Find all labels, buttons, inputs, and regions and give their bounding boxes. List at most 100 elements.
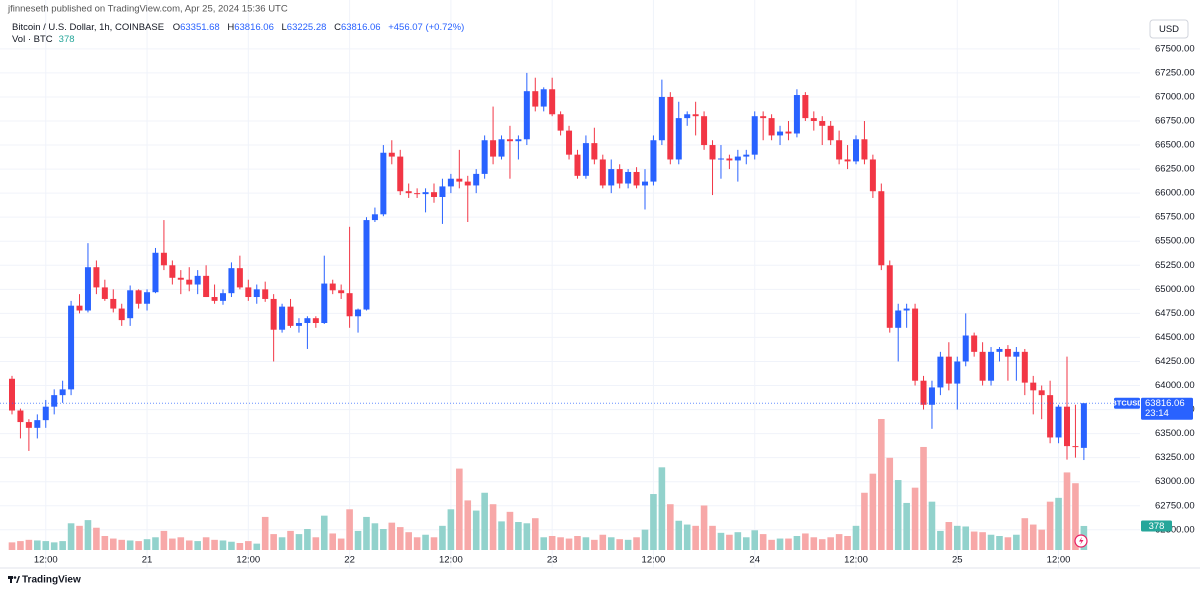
- candle-body: [785, 131, 792, 134]
- candle-body: [414, 193, 421, 195]
- volume-bar: [692, 525, 699, 550]
- volume-bar: [903, 502, 910, 550]
- volume-bar: [962, 526, 970, 550]
- volume-bar: [498, 521, 505, 550]
- volume-bar: [8, 542, 16, 550]
- candle-body: [684, 114, 691, 119]
- alert-bolt[interactable]: [1079, 537, 1084, 545]
- volume-bar: [464, 500, 472, 550]
- candle-body: [68, 305, 75, 390]
- volume-bar: [42, 541, 50, 550]
- currency-label[interactable]: USD: [1159, 24, 1179, 35]
- candle-body: [144, 292, 151, 304]
- volume-legend: Vol · BTC 378: [12, 34, 75, 45]
- volume-bar: [928, 501, 936, 550]
- candle-body: [869, 159, 876, 192]
- candle-body: [1021, 351, 1028, 383]
- y-tick-label: 67250.00: [1155, 67, 1195, 78]
- candle-body: [954, 361, 961, 384]
- footer-brand: TradingView: [22, 575, 81, 586]
- candle-body: [279, 306, 286, 330]
- volume-bar: [135, 541, 142, 550]
- candle-body: [1055, 406, 1062, 438]
- candle-body: [701, 116, 708, 146]
- volume-bar: [109, 538, 117, 550]
- candle-body: [25, 422, 32, 428]
- volume-bar: [489, 504, 497, 550]
- candle-body: [734, 156, 741, 161]
- candle-body: [211, 297, 218, 301]
- volume-bar: [84, 520, 92, 550]
- candle-body: [338, 290, 345, 294]
- volume-bar: [456, 468, 463, 550]
- volume-bar: [346, 509, 353, 550]
- candle-body: [574, 154, 581, 176]
- ohlc-legend: Bitcoin / U.S. Dollar, 1h, COINBASE O633…: [12, 22, 464, 33]
- candle-body: [557, 114, 564, 131]
- volume-bar: [380, 529, 387, 550]
- candle-body: [591, 143, 598, 160]
- x-tick-label: 25: [952, 555, 963, 566]
- candle-body: [490, 140, 497, 157]
- volume-bar: [50, 542, 58, 550]
- volume-bar: [101, 536, 109, 550]
- volume-bar: [194, 541, 201, 550]
- candle-body: [675, 118, 682, 160]
- candle-body: [549, 89, 556, 115]
- candle-body: [886, 265, 893, 328]
- volume-bar: [93, 527, 100, 550]
- y-tick-label: 67000.00: [1155, 91, 1195, 102]
- candle-body: [363, 220, 370, 310]
- candle-body: [760, 116, 767, 119]
- volume-bar: [557, 537, 564, 550]
- candle-body: [709, 145, 716, 160]
- volume-legend-label: Vol · BTC: [12, 34, 53, 45]
- candle-body: [9, 378, 15, 411]
- volume-bar: [1063, 472, 1071, 550]
- candle-body: [447, 178, 454, 187]
- volume-bar: [236, 543, 244, 550]
- price-tag: [1141, 397, 1193, 420]
- volume-bar: [126, 540, 134, 550]
- volume-bar: [810, 537, 818, 550]
- volume-bar: [911, 487, 919, 550]
- candle-body: [717, 158, 724, 160]
- volume-bar: [641, 529, 649, 550]
- candle-body: [962, 335, 969, 362]
- candle-body: [51, 395, 58, 407]
- legend-value: 63225.28: [287, 22, 327, 33]
- candle-body: [1004, 348, 1011, 357]
- candle-body: [380, 152, 387, 215]
- candle-body: [506, 139, 513, 142]
- candle-body: [819, 120, 826, 126]
- candle-body: [262, 289, 269, 299]
- candle-body: [988, 351, 995, 381]
- volume-bar: [152, 537, 159, 550]
- volume-bar: [599, 534, 607, 550]
- candle-body: [582, 143, 589, 176]
- volume-bar: [211, 539, 218, 550]
- candle-body: [861, 139, 868, 160]
- candle-body: [388, 152, 395, 157]
- y-tick-label: 64750.00: [1155, 308, 1195, 319]
- volume-bar: [253, 543, 261, 550]
- candle-body: [42, 406, 49, 421]
- legend-label: O: [173, 22, 180, 33]
- candle-body: [329, 283, 336, 291]
- currency-box[interactable]: [1149, 19, 1189, 39]
- volume-bar: [1029, 524, 1037, 550]
- candle-body: [464, 181, 471, 186]
- candle-body: [84, 267, 91, 311]
- legend-label: L: [282, 22, 287, 33]
- candle-body: [253, 289, 260, 298]
- volume-bar: [67, 523, 75, 550]
- candle-body: [1047, 395, 1054, 438]
- candle-body: [93, 267, 100, 288]
- volume-bar: [396, 527, 404, 550]
- volume-bar: [304, 529, 311, 550]
- volume-bar: [312, 537, 320, 550]
- candle-body: [110, 298, 117, 309]
- candle-body: [540, 89, 547, 107]
- volume-bar: [143, 539, 151, 550]
- candle-body: [650, 140, 657, 182]
